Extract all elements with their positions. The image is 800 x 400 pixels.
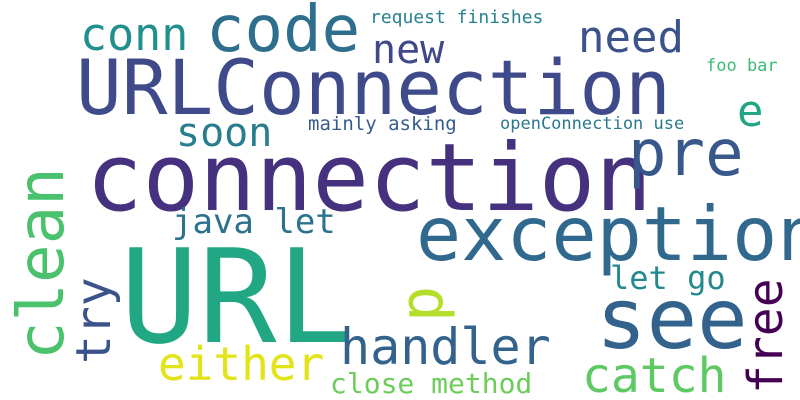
word-either: either [158,337,325,391]
word-pre: pre [628,117,744,191]
word-need: need [578,12,684,63]
word-close-method: close method [330,367,533,400]
word-try: try [66,277,122,364]
word-url: URL [120,221,355,373]
word-conn: conn [80,8,189,61]
word-p: p [387,285,457,322]
word-free: free [738,278,794,394]
word-handler: handler [340,318,551,376]
word-clean: clean [5,167,79,360]
word-java-let: java let [172,202,336,242]
word-code: code [206,0,361,67]
word-catch: catch [582,348,727,400]
word-mainly-asking: mainly asking [308,113,457,135]
word-see: see [596,270,748,368]
word-exception: exception [416,190,800,278]
word-let-go: let go [610,259,726,297]
word-e: e [737,86,764,137]
word-openconnection-use: openConnection use [500,114,685,134]
word-new: new [372,27,445,73]
word-foo-bar: foo bar [706,56,778,76]
word-urlconnection: URLConnection [76,43,671,132]
word-soon: soon [176,110,273,156]
word-request-finishes: request finishes [370,7,544,28]
word-connection: connection [86,124,652,233]
